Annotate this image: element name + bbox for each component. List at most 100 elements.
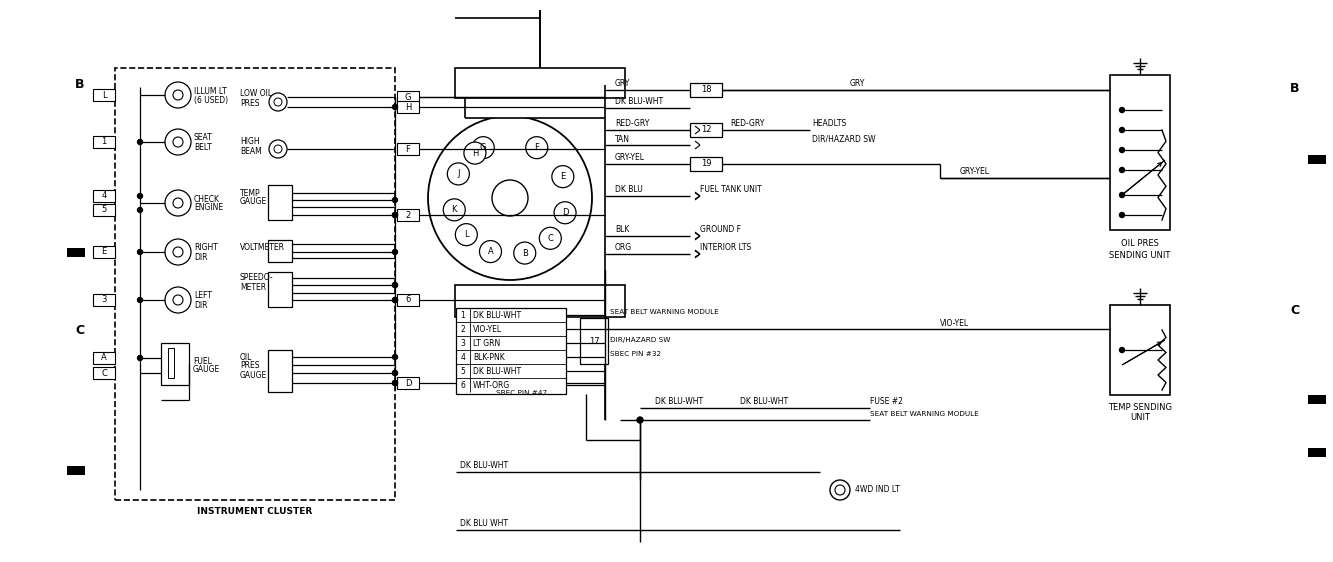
Bar bbox=[397, 101, 419, 113]
Circle shape bbox=[513, 242, 536, 264]
Text: BLK-PNK: BLK-PNK bbox=[473, 352, 505, 361]
Text: TEMP SENDING: TEMP SENDING bbox=[1108, 402, 1172, 411]
Text: FUEL TANK UNIT: FUEL TANK UNIT bbox=[700, 185, 761, 194]
Circle shape bbox=[392, 370, 397, 375]
Circle shape bbox=[137, 356, 143, 360]
Text: PRES: PRES bbox=[240, 98, 260, 107]
Bar bbox=[161, 343, 189, 385]
Circle shape bbox=[137, 193, 143, 198]
Bar bbox=[93, 294, 115, 306]
Text: BELT: BELT bbox=[195, 143, 212, 152]
Text: METER: METER bbox=[240, 283, 267, 292]
Text: 4: 4 bbox=[461, 352, 465, 361]
Circle shape bbox=[552, 166, 573, 188]
Text: 2: 2 bbox=[461, 324, 465, 333]
Text: HEADLTS: HEADLTS bbox=[812, 120, 846, 129]
Text: B: B bbox=[75, 79, 84, 92]
Bar bbox=[397, 377, 419, 389]
Circle shape bbox=[444, 199, 465, 221]
Bar bbox=[93, 367, 115, 379]
Text: DK BLU-WHT: DK BLU-WHT bbox=[740, 397, 788, 406]
Text: VIO-YEL: VIO-YEL bbox=[940, 319, 969, 328]
Text: D: D bbox=[561, 209, 568, 217]
Text: A: A bbox=[101, 353, 107, 362]
Bar bbox=[397, 91, 419, 103]
Circle shape bbox=[1120, 347, 1125, 352]
Text: 5: 5 bbox=[101, 206, 107, 215]
Text: 4: 4 bbox=[101, 192, 107, 201]
Circle shape bbox=[269, 140, 287, 158]
Text: SPEEDO-: SPEEDO- bbox=[240, 274, 273, 283]
Text: LOW OIL: LOW OIL bbox=[240, 89, 272, 98]
Bar bbox=[455, 285, 625, 317]
Circle shape bbox=[1120, 107, 1125, 112]
Text: ENGINE: ENGINE bbox=[195, 203, 223, 212]
Circle shape bbox=[165, 239, 191, 265]
Text: G: G bbox=[480, 143, 487, 152]
Text: H: H bbox=[472, 148, 479, 157]
Bar bbox=[67, 466, 85, 475]
Text: INTERIOR LTS: INTERIOR LTS bbox=[700, 243, 752, 252]
Text: OIL PRES: OIL PRES bbox=[1121, 239, 1158, 248]
Circle shape bbox=[834, 485, 845, 495]
Bar bbox=[456, 308, 567, 394]
Circle shape bbox=[464, 142, 487, 164]
Text: ORG: ORG bbox=[615, 243, 632, 252]
Text: ILLUM LT: ILLUM LT bbox=[195, 87, 227, 96]
Text: INSTRUMENT CLUSTER: INSTRUMENT CLUSTER bbox=[197, 507, 313, 516]
Text: E: E bbox=[101, 247, 107, 256]
Circle shape bbox=[275, 98, 283, 106]
Text: DIR/HAZARD SW: DIR/HAZARD SW bbox=[611, 337, 670, 343]
Text: DK BLU-WHT: DK BLU-WHT bbox=[460, 461, 508, 470]
Circle shape bbox=[392, 355, 397, 360]
Text: C: C bbox=[75, 324, 84, 337]
Bar bbox=[1110, 75, 1170, 230]
Circle shape bbox=[540, 227, 561, 250]
Text: GROUND F: GROUND F bbox=[700, 225, 741, 234]
Text: GAUGE: GAUGE bbox=[193, 365, 220, 374]
Text: GRY: GRY bbox=[615, 79, 631, 88]
Circle shape bbox=[472, 137, 495, 158]
Text: TEMP: TEMP bbox=[240, 188, 261, 197]
Text: 5: 5 bbox=[461, 366, 465, 375]
Circle shape bbox=[456, 224, 477, 246]
Circle shape bbox=[165, 190, 191, 216]
Bar bbox=[465, 98, 605, 118]
Text: 4WD IND LT: 4WD IND LT bbox=[854, 486, 900, 495]
Text: 12: 12 bbox=[701, 125, 712, 134]
Bar bbox=[397, 209, 419, 221]
Text: SEAT BELT WARNING MODULE: SEAT BELT WARNING MODULE bbox=[870, 411, 978, 417]
Text: D: D bbox=[405, 378, 412, 388]
Bar bbox=[580, 318, 608, 364]
Bar bbox=[93, 204, 115, 216]
Text: GRY-YEL: GRY-YEL bbox=[960, 167, 990, 176]
Circle shape bbox=[173, 137, 183, 147]
Circle shape bbox=[173, 90, 183, 100]
Circle shape bbox=[428, 116, 592, 280]
Text: GAUGE: GAUGE bbox=[240, 370, 267, 379]
Circle shape bbox=[165, 287, 191, 313]
Circle shape bbox=[392, 197, 397, 202]
Text: DK BLU-WHT: DK BLU-WHT bbox=[655, 397, 702, 406]
Bar bbox=[1308, 395, 1326, 404]
Text: DK BLU-WHT: DK BLU-WHT bbox=[473, 366, 521, 375]
Bar bbox=[1308, 448, 1326, 457]
Text: DIR/HAZARD SW: DIR/HAZARD SW bbox=[812, 134, 876, 143]
Text: 17: 17 bbox=[589, 337, 600, 346]
Text: DIR: DIR bbox=[195, 252, 208, 261]
Text: DIR: DIR bbox=[195, 301, 208, 310]
Bar bbox=[93, 89, 115, 101]
Bar bbox=[93, 246, 115, 258]
Circle shape bbox=[448, 163, 469, 185]
Circle shape bbox=[392, 370, 397, 375]
Text: DK BLU: DK BLU bbox=[615, 185, 643, 194]
Circle shape bbox=[392, 105, 397, 110]
Text: SEAT BELT WARNING MODULE: SEAT BELT WARNING MODULE bbox=[611, 309, 718, 315]
Text: LT GRN: LT GRN bbox=[473, 338, 500, 347]
Circle shape bbox=[173, 247, 183, 257]
Bar bbox=[93, 190, 115, 202]
Text: UNIT: UNIT bbox=[1130, 414, 1150, 423]
Text: PRES: PRES bbox=[240, 361, 260, 370]
Circle shape bbox=[137, 207, 143, 212]
Text: (6 USED): (6 USED) bbox=[195, 96, 228, 105]
